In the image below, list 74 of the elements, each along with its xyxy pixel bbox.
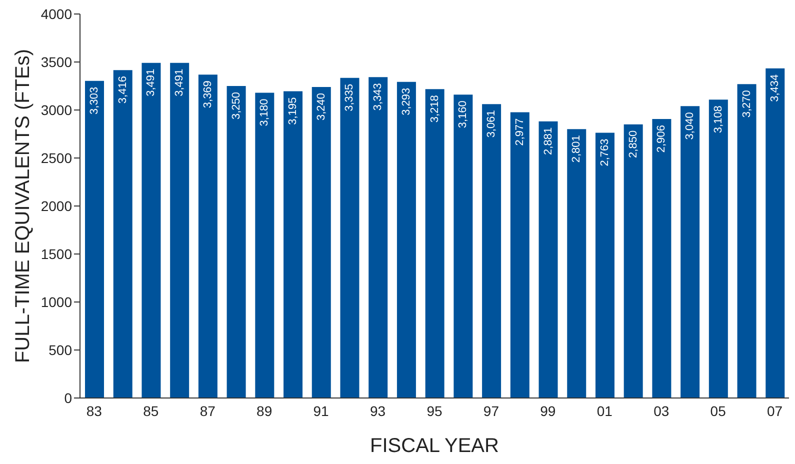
bar <box>170 62 190 398</box>
bar <box>284 91 303 398</box>
data-label: 3,416 <box>116 76 129 104</box>
y-tick-label: 4000 <box>40 6 72 22</box>
y-tick-label: 2000 <box>40 198 72 214</box>
data-label: 3,270 <box>740 90 753 118</box>
x-tick-label: 97 <box>483 402 500 419</box>
bar <box>567 129 586 398</box>
data-label: 3,335 <box>344 84 356 112</box>
x-tick-label: 03 <box>654 402 670 419</box>
x-tick-label: 93 <box>370 402 386 419</box>
data-label: 3,491 <box>174 68 186 96</box>
data-label: 3,218 <box>428 95 441 123</box>
bar <box>425 89 444 398</box>
data-label: 3,343 <box>372 83 384 111</box>
bar <box>340 78 360 398</box>
x-tick-label: 01 <box>596 402 613 419</box>
y-tick-label: 2500 <box>40 150 72 166</box>
data-label: 3,434 <box>769 74 782 102</box>
bar <box>113 70 132 398</box>
bar <box>538 121 558 398</box>
y-tick-label: 0 <box>64 390 72 406</box>
data-label: 3,108 <box>712 106 724 134</box>
data-label: 3,293 <box>400 88 412 116</box>
data-label: 3,369 <box>202 80 214 108</box>
bar <box>595 132 614 398</box>
x-tick-label: 99 <box>540 402 556 419</box>
x-tick-label: 05 <box>710 402 726 419</box>
y-tick-label: 3000 <box>40 102 72 118</box>
y-tick-label: 1500 <box>40 246 72 262</box>
bar <box>766 68 785 398</box>
data-label: 3,491 <box>145 68 158 96</box>
data-label: 2,763 <box>598 138 611 166</box>
bar <box>198 74 218 398</box>
data-label: 2,906 <box>656 125 668 153</box>
data-label: 3,160 <box>457 100 470 128</box>
data-label: 3,240 <box>315 92 328 120</box>
x-tick-label: 85 <box>143 402 159 419</box>
data-label: 3,195 <box>287 97 300 125</box>
bar <box>226 86 246 398</box>
x-axis-title: FISCAL YEAR <box>370 435 499 457</box>
y-tick-label: 3500 <box>40 54 72 70</box>
x-tick-label: 91 <box>313 402 330 419</box>
bar <box>255 92 274 398</box>
bar <box>454 94 473 398</box>
x-tick-label: 07 <box>767 402 783 419</box>
data-label: 2,801 <box>570 135 583 163</box>
x-tick-label: 95 <box>426 402 442 419</box>
data-label: 3,061 <box>486 110 498 138</box>
data-label: 2,977 <box>514 118 526 146</box>
data-label: 2,850 <box>627 130 640 158</box>
bar <box>312 86 331 398</box>
data-label: 3,303 <box>88 86 100 114</box>
bar <box>482 104 502 398</box>
bar <box>85 80 104 398</box>
bar <box>624 124 643 398</box>
bar <box>368 77 388 398</box>
bar <box>737 84 756 398</box>
bar <box>142 62 161 398</box>
x-tick-label: 87 <box>200 402 216 419</box>
x-tick-label: 83 <box>86 402 102 419</box>
y-axis-title: FULL-TIME EQUIVALENTS (FTEs) <box>12 48 34 364</box>
x-tick-label: 89 <box>256 402 272 419</box>
bar <box>510 112 530 398</box>
data-label: 3,250 <box>230 92 242 120</box>
data-label: 3,040 <box>684 112 696 140</box>
y-tick-label: 1000 <box>40 294 72 310</box>
bar <box>680 106 700 398</box>
y-tick-label: 500 <box>48 342 72 358</box>
data-label: 2,881 <box>542 127 554 155</box>
bar <box>396 82 416 398</box>
data-label: 3,180 <box>258 98 271 126</box>
bar <box>708 100 728 398</box>
bar <box>652 119 672 398</box>
